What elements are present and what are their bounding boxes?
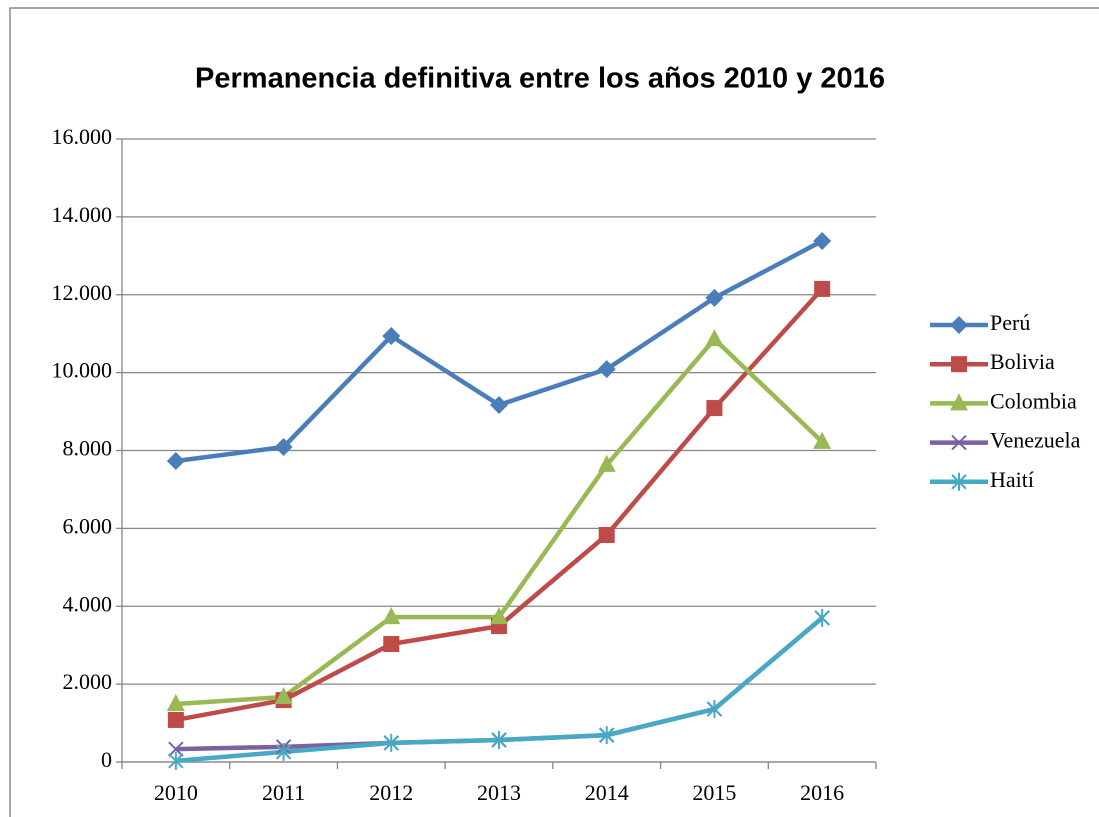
x-tick-label: 2015 bbox=[692, 780, 736, 805]
chart-title: Permanencia definitiva entre los años 20… bbox=[195, 63, 885, 95]
y-tick-label: 16.000 bbox=[52, 124, 113, 149]
marker bbox=[383, 636, 400, 653]
y-tick-label: 6.000 bbox=[63, 513, 113, 538]
y-tick-label: 14.000 bbox=[52, 202, 113, 227]
y-tick-label: 0 bbox=[101, 747, 112, 772]
marker bbox=[705, 288, 724, 307]
x-tick-label: 2013 bbox=[477, 780, 521, 805]
y-tick-label: 8.000 bbox=[63, 436, 113, 461]
marker bbox=[491, 731, 507, 749]
marker bbox=[599, 726, 615, 745]
x-tick-label: 2012 bbox=[369, 780, 413, 805]
legend-label: Colombia bbox=[990, 388, 1077, 413]
marker bbox=[274, 437, 293, 456]
marker bbox=[383, 733, 399, 752]
marker bbox=[814, 280, 831, 297]
marker bbox=[168, 741, 184, 757]
marker bbox=[597, 454, 616, 472]
chart-border bbox=[9, 7, 1099, 817]
x-tick-label: 2010 bbox=[154, 780, 198, 805]
marker bbox=[705, 329, 724, 347]
marker bbox=[950, 316, 968, 334]
marker bbox=[706, 400, 723, 417]
marker bbox=[814, 608, 830, 627]
marker bbox=[598, 526, 615, 543]
y-tick-label: 12.000 bbox=[52, 280, 113, 305]
marker bbox=[274, 686, 293, 704]
marker bbox=[706, 700, 723, 719]
legend-label: Bolivia bbox=[990, 349, 1055, 374]
marker bbox=[951, 472, 967, 491]
marker bbox=[166, 452, 185, 471]
marker bbox=[597, 360, 616, 379]
marker bbox=[166, 693, 185, 711]
marker bbox=[951, 356, 967, 373]
marker bbox=[382, 327, 401, 346]
x-tick-label: 2016 bbox=[800, 780, 844, 805]
legend-label: Venezuela bbox=[990, 428, 1081, 453]
legend-label: Haití bbox=[990, 467, 1034, 492]
marker bbox=[490, 607, 508, 625]
x-tick-label: 2011 bbox=[262, 780, 305, 805]
marker bbox=[950, 393, 968, 411]
y-tick-label: 4.000 bbox=[63, 591, 113, 616]
y-tick-label: 10.000 bbox=[52, 358, 113, 383]
marker bbox=[951, 434, 967, 451]
marker bbox=[168, 751, 184, 770]
marker bbox=[813, 431, 832, 449]
marker bbox=[490, 395, 508, 414]
y-tick-label: 2.000 bbox=[63, 669, 113, 694]
marker bbox=[275, 742, 292, 761]
x-tick-label: 2014 bbox=[585, 780, 629, 805]
marker bbox=[382, 607, 401, 625]
marker bbox=[167, 711, 184, 728]
marker bbox=[813, 232, 832, 251]
legend-label: Perú bbox=[990, 310, 1030, 335]
